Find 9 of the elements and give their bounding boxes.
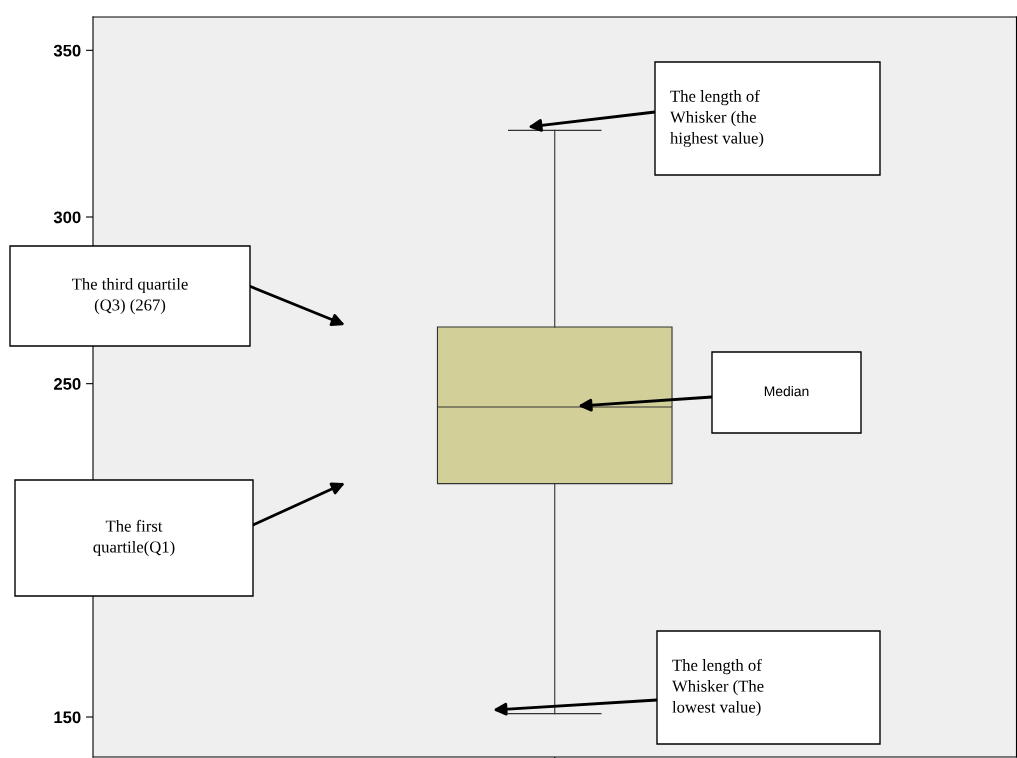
annotation: The length of Whisker (The lowest value): [672, 658, 764, 717]
annotation: Median: [764, 386, 809, 397]
y-tick-label: 250: [53, 378, 81, 390]
y-tick-label: 300: [53, 211, 81, 224]
y-tick-label: 150: [54, 711, 81, 724]
y-tick-label: 350: [53, 44, 81, 57]
annotation: The first quartile(Q1): [93, 519, 175, 557]
annotation: The third quartile (Q3) (267): [71, 277, 188, 315]
annotation: The length of Whisker (the highest value): [670, 89, 764, 148]
